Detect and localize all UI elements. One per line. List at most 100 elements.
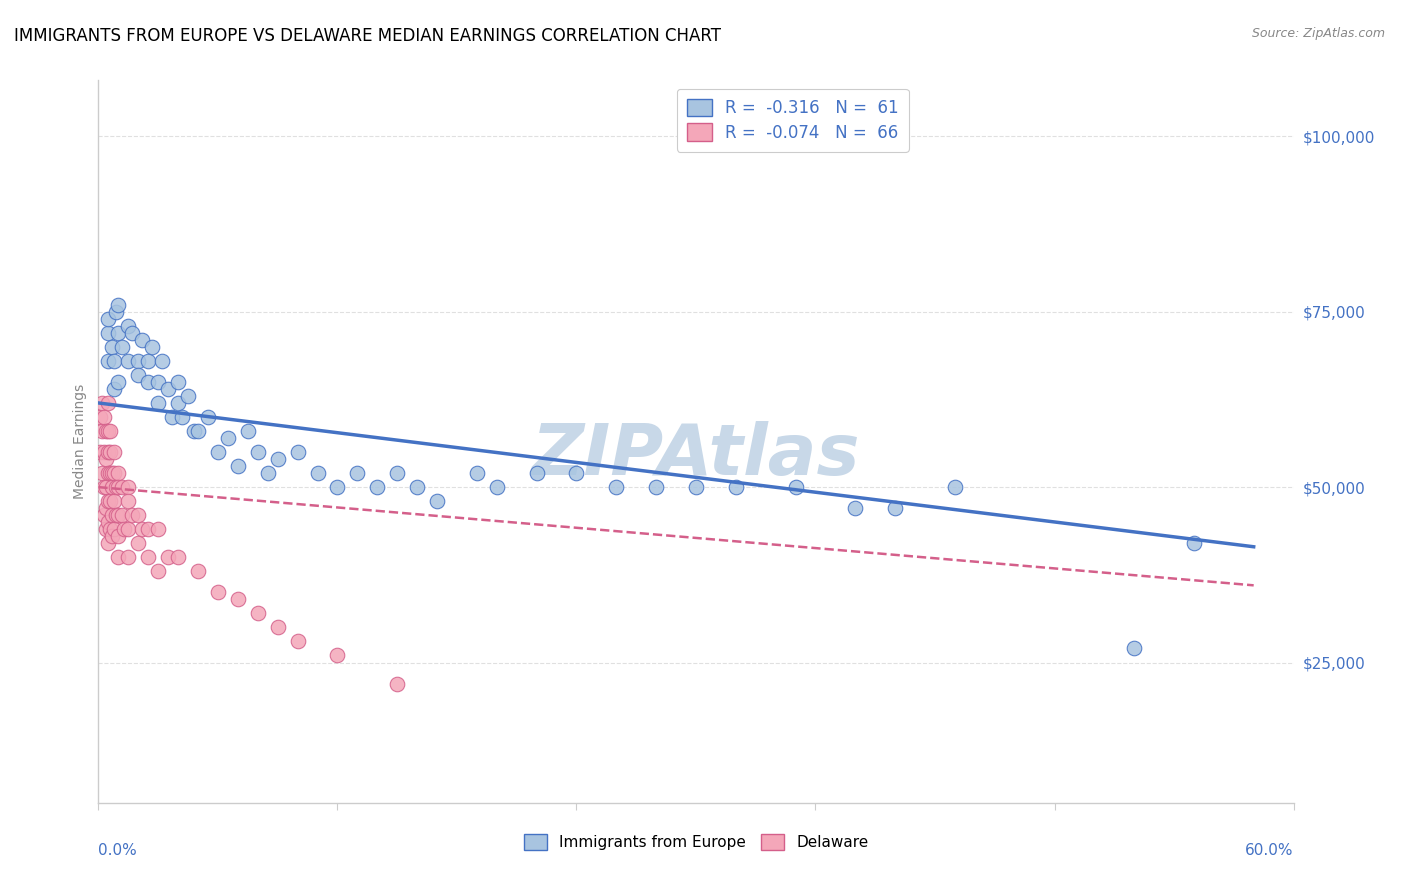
Point — [111, 480, 134, 494]
Point — [326, 648, 349, 663]
Point — [844, 501, 866, 516]
Point — [172, 409, 194, 424]
Point — [141, 340, 163, 354]
Point — [326, 480, 349, 494]
Point — [465, 466, 488, 480]
Point — [148, 396, 170, 410]
Point — [98, 494, 122, 508]
Point — [93, 409, 115, 424]
Point — [256, 466, 278, 480]
Point — [96, 501, 118, 516]
Point — [167, 375, 190, 389]
Point — [197, 409, 219, 424]
Point — [103, 354, 125, 368]
Point — [183, 424, 205, 438]
Point — [685, 480, 707, 494]
Point — [93, 508, 115, 523]
Point — [177, 389, 200, 403]
Point — [98, 522, 122, 536]
Point — [121, 326, 143, 340]
Point — [97, 354, 120, 368]
Point — [148, 375, 170, 389]
Point — [157, 382, 180, 396]
Point — [97, 311, 120, 326]
Point — [148, 522, 170, 536]
Point — [267, 620, 290, 634]
Point — [785, 480, 807, 494]
Point — [101, 508, 124, 523]
Point — [107, 326, 129, 340]
Point — [207, 445, 229, 459]
Legend: Immigrants from Europe, Delaware: Immigrants from Europe, Delaware — [517, 829, 875, 856]
Point — [105, 480, 128, 494]
Point — [97, 494, 120, 508]
Point — [131, 333, 153, 347]
Point — [217, 431, 239, 445]
Point — [97, 326, 120, 340]
Point — [426, 494, 449, 508]
Point — [127, 354, 149, 368]
Text: ZIPAtlas: ZIPAtlas — [531, 422, 860, 491]
Point — [103, 466, 125, 480]
Point — [187, 564, 209, 578]
Point — [97, 466, 120, 480]
Point — [136, 354, 159, 368]
Point — [101, 466, 124, 480]
Point — [246, 607, 269, 621]
Point — [167, 550, 190, 565]
Point — [167, 396, 190, 410]
Point — [121, 508, 143, 523]
Point — [236, 424, 259, 438]
Point — [366, 480, 388, 494]
Point — [105, 508, 128, 523]
Point — [105, 305, 128, 319]
Point — [97, 424, 120, 438]
Point — [107, 480, 129, 494]
Point — [117, 318, 139, 333]
Point — [98, 466, 122, 480]
Point — [111, 508, 134, 523]
Text: 0.0%: 0.0% — [98, 843, 138, 858]
Text: IMMIGRANTS FROM EUROPE VS DELAWARE MEDIAN EARNINGS CORRELATION CHART: IMMIGRANTS FROM EUROPE VS DELAWARE MEDIA… — [14, 27, 721, 45]
Point — [226, 592, 249, 607]
Point — [127, 536, 149, 550]
Point — [127, 508, 149, 523]
Point — [226, 459, 249, 474]
Point — [385, 466, 409, 480]
Point — [103, 522, 125, 536]
Point — [136, 550, 159, 565]
Point — [117, 354, 139, 368]
Point — [97, 515, 120, 529]
Point — [150, 354, 173, 368]
Point — [97, 536, 120, 550]
Point — [117, 522, 139, 536]
Point — [406, 480, 429, 494]
Point — [131, 522, 153, 536]
Point — [89, 445, 111, 459]
Point — [346, 466, 368, 480]
Point — [485, 480, 508, 494]
Point — [97, 445, 120, 459]
Point — [101, 340, 124, 354]
Point — [107, 529, 129, 543]
Point — [98, 424, 122, 438]
Point — [127, 368, 149, 382]
Point — [246, 445, 269, 459]
Point — [117, 480, 139, 494]
Point — [96, 452, 118, 467]
Point — [103, 382, 125, 396]
Point — [136, 522, 159, 536]
Point — [89, 409, 111, 424]
Point — [160, 409, 183, 424]
Y-axis label: Median Earnings: Median Earnings — [73, 384, 87, 500]
Point — [1123, 641, 1146, 656]
Point — [157, 550, 180, 565]
Point — [307, 466, 329, 480]
Point — [107, 550, 129, 565]
Point — [107, 508, 129, 523]
Point — [93, 480, 115, 494]
Text: Source: ZipAtlas.com: Source: ZipAtlas.com — [1251, 27, 1385, 40]
Point — [101, 529, 124, 543]
Point — [943, 480, 966, 494]
Point — [101, 480, 124, 494]
